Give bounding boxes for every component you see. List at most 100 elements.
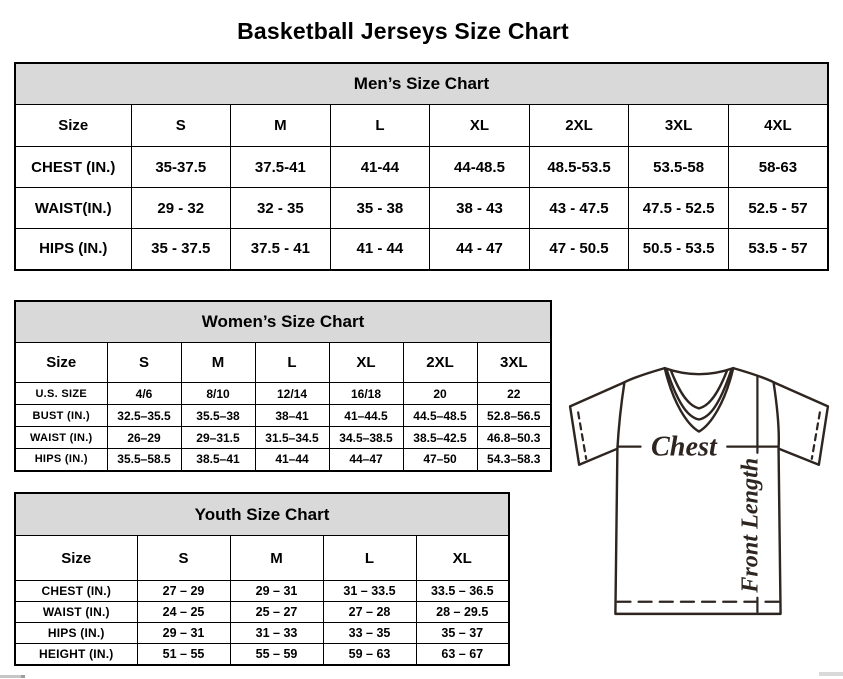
right-side-seam — [772, 381, 781, 450]
men-size-value: 47.5 - 52.5 — [628, 187, 729, 229]
women-size-value: 16/18 — [328, 382, 404, 405]
men-measurement-row: HIPS (IN.) 35 - 37.5 37.5 - 41 41 - 44 44 - … — [14, 228, 829, 270]
women-size-value: 38.5–42.5 — [402, 426, 478, 449]
women-size-value: 29–31.5 — [180, 426, 256, 449]
youth-column-header: L — [322, 535, 417, 581]
men-size-value: 37.5-41 — [230, 146, 331, 188]
front-length-label: Front Length — [736, 458, 763, 594]
men-size-value: 35 - 37.5 — [130, 228, 232, 270]
women-size-value: 44.5–48.5 — [402, 404, 478, 427]
men-size-value: 53.5 - 57 — [727, 228, 829, 270]
youth-row-label: WAIST (IN.) — [14, 601, 138, 623]
women-size-value: 12/14 — [254, 382, 330, 405]
horizontal-scrollbar-thumb[interactable] — [0, 675, 24, 678]
women-column-header: L — [254, 342, 330, 383]
men-size-value: 53.5-58 — [628, 146, 729, 188]
left-cuff-dashed-line — [577, 411, 588, 460]
men-size-value: 58-63 — [727, 146, 829, 188]
page-title: Basketball Jerseys Size Chart — [237, 18, 569, 45]
women-size-value: 38–41 — [254, 404, 330, 427]
women-column-header: XL — [328, 342, 404, 383]
women-size-value: 52.8–56.5 — [476, 404, 552, 427]
women-size-value: 8/10 — [180, 382, 256, 405]
collar-mid-curve — [665, 368, 733, 421]
collar-inner-curve — [669, 368, 729, 410]
women-size-value: 41–44 — [254, 448, 330, 471]
women-column-header: 2XL — [402, 342, 478, 383]
men-size-value: 44-48.5 — [429, 146, 530, 188]
youth-size-value: 33.5 – 36.5 — [415, 580, 510, 602]
women-row-label: BUST (IN.) — [14, 404, 108, 427]
men-size-value: 48.5-53.5 — [528, 146, 630, 188]
youth-measurement-row: HIPS (IN.) 29 – 31 31 – 33 33 – 35 35 – 37 — [14, 622, 510, 644]
youth-row-label: HEIGHT (IN.) — [14, 643, 138, 665]
youth-table-title: Youth Size Chart — [14, 492, 510, 536]
men-size-value: 38 - 43 — [429, 187, 530, 229]
men-size-value: 47 - 50.5 — [528, 228, 630, 270]
scrollbar-corner-fragment[interactable] — [819, 672, 843, 676]
men-column-header: 3XL — [628, 104, 729, 147]
youth-size-value: 59 – 63 — [322, 643, 417, 665]
men-size-value: 29 - 32 — [130, 187, 232, 229]
youth-column-header: S — [136, 535, 231, 581]
women-measurement-row: BUST (IN.) 32.5–35.5 35.5–38 38–41 41–44.5 44… — [14, 404, 552, 427]
men-measurement-row: CHEST (IN.) 35-37.5 37.5-41 41-44 44-48.5 48.… — [14, 146, 829, 188]
left-side-seam — [616, 381, 626, 450]
women-size-value: 47–50 — [402, 448, 478, 471]
youth-size-value: 35 – 37 — [415, 622, 510, 644]
women-size-value: 46.8–50.3 — [476, 426, 552, 449]
men-size-value: 50.5 - 53.5 — [628, 228, 729, 270]
women-row-label: WAIST (IN.) — [14, 426, 108, 449]
youth-size-value: 55 – 59 — [229, 643, 324, 665]
jersey-diagram: Chest Front Length — [568, 366, 830, 616]
men-row-label: CHEST (IN.) — [14, 146, 132, 188]
horizontal-scrollbar-thumb-edge[interactable] — [21, 675, 25, 678]
men-table-title: Men’s Size Chart — [14, 62, 829, 105]
youth-size-value: 31 – 33.5 — [322, 580, 417, 602]
youth-measurement-row: HEIGHT (IN.) 51 – 55 55 – 59 59 – 63 63 – 67 — [14, 643, 510, 665]
women-column-header: S — [106, 342, 182, 383]
youth-size-value: 29 – 31 — [136, 622, 231, 644]
youth-column-header: XL — [415, 535, 510, 581]
men-column-header: 2XL — [528, 104, 630, 147]
women-measurement-row: HIPS (IN.) 35.5–58.5 38.5–41 41–44 44–47 47–5… — [14, 448, 552, 471]
women-row-label: HIPS (IN.) — [14, 448, 108, 471]
women-size-value: 34.5–38.5 — [328, 426, 404, 449]
women-size-value: 20 — [402, 382, 478, 405]
men-column-header: S — [130, 104, 232, 147]
youth-measurement-row: WAIST (IN.) 24 – 25 25 – 27 27 – 28 28 – 29.… — [14, 601, 510, 623]
women-size-value: 26–29 — [106, 426, 182, 449]
men-size-value: 35 - 38 — [329, 187, 431, 229]
men-size-value: 41-44 — [329, 146, 431, 188]
women-table-title: Women’s Size Chart — [14, 300, 552, 343]
women-measurement-row: WAIST (IN.) 26–29 29–31.5 31.5–34.5 34.5–38.… — [14, 426, 552, 449]
youth-size-table: Youth Size Chart Size S M L XL CHEST (IN.) 27 –… — [14, 492, 510, 666]
youth-column-header: Size — [14, 535, 138, 581]
youth-size-value: 31 – 33 — [229, 622, 324, 644]
men-column-header: 4XL — [727, 104, 829, 147]
youth-size-value: 29 – 31 — [229, 580, 324, 602]
women-column-header: M — [180, 342, 256, 383]
jersey-outline — [568, 366, 830, 616]
youth-size-value: 51 – 55 — [136, 643, 231, 665]
mens-size-table: Men’s Size Chart Size S M L XL 2XL 3XL 4XL CHEST … — [14, 62, 829, 271]
women-row-label: U.S. SIZE — [14, 382, 108, 405]
men-column-header: XL — [429, 104, 530, 147]
women-size-value: 35.5–38 — [180, 404, 256, 427]
women-size-value: 54.3–58.3 — [476, 448, 552, 471]
youth-row-label: CHEST (IN.) — [14, 580, 138, 602]
youth-size-value: 63 – 67 — [415, 643, 510, 665]
collar-outer-v — [663, 366, 735, 433]
men-size-value: 43 - 47.5 — [528, 187, 630, 229]
women-column-header: 3XL — [476, 342, 552, 383]
men-column-header: L — [329, 104, 431, 147]
women-size-value: 44–47 — [328, 448, 404, 471]
womens-size-table: Women’s Size Chart Size S M L XL 2XL 3XL U.S. SI… — [14, 300, 552, 472]
youth-size-value: 24 – 25 — [136, 601, 231, 623]
women-size-value: 22 — [476, 382, 552, 405]
youth-size-value: 28 – 29.5 — [415, 601, 510, 623]
men-size-value: 41 - 44 — [329, 228, 431, 270]
women-size-value: 4/6 — [106, 382, 182, 405]
women-size-value: 35.5–58.5 — [106, 448, 182, 471]
